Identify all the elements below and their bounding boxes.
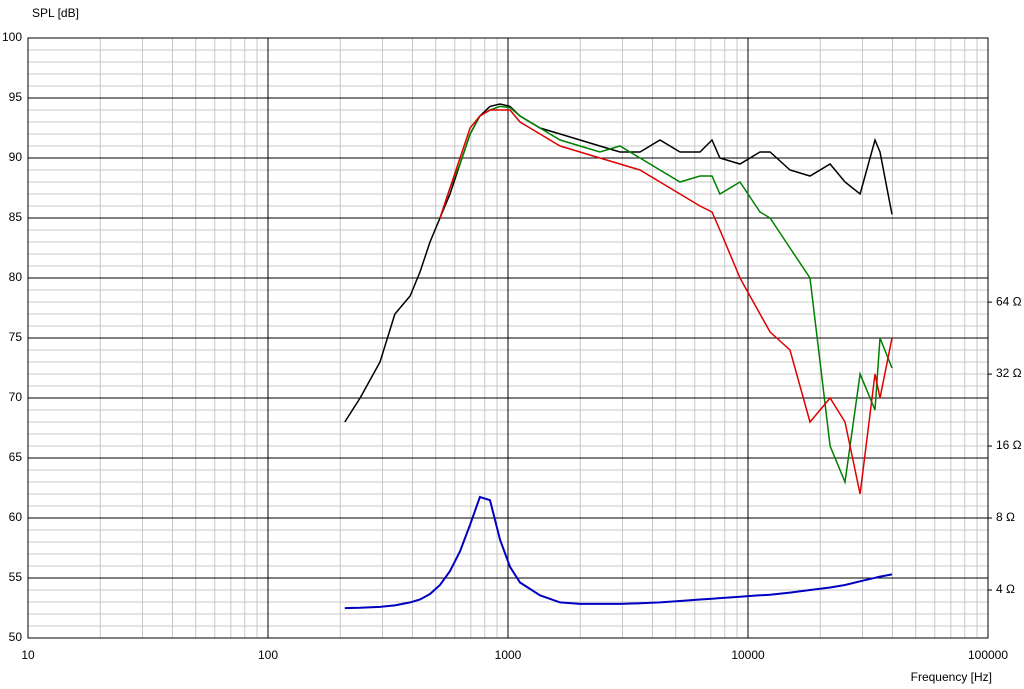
series-line xyxy=(344,103,893,423)
y2-tick-label: 16 Ω xyxy=(996,438,1022,452)
x-axis-label: Frequency [Hz] xyxy=(911,670,992,684)
y-tick-label: 75 xyxy=(9,330,23,344)
y2-tick-label: 32 Ω xyxy=(996,366,1022,380)
plot-frame xyxy=(27,37,989,639)
x-tick-label: 10 xyxy=(21,648,35,662)
x-tick-label: 1000 xyxy=(495,648,522,662)
y2-tick-label: 64 Ω xyxy=(996,294,1022,308)
y-tick-label: 80 xyxy=(9,270,23,284)
y-tick-label: 70 xyxy=(9,390,23,404)
x-tick-label: 100 xyxy=(258,648,278,662)
y2-tick-label: 8 Ω xyxy=(996,510,1015,524)
y-tick-label: 95 xyxy=(9,90,23,104)
x-tick-label: 10000 xyxy=(731,648,765,662)
y-axis-label: SPL [dB] xyxy=(32,6,79,20)
y-tick-label: 60 xyxy=(9,510,23,524)
series-line xyxy=(439,109,893,495)
x-tick-label: 100000 xyxy=(968,648,1008,662)
y2-tick-label: 4 Ω xyxy=(996,582,1015,596)
series-line xyxy=(344,495,893,610)
y-tick-label: 85 xyxy=(9,210,23,224)
y-tick-label: 100 xyxy=(2,30,22,44)
y-tick-label: 55 xyxy=(9,570,23,584)
y-tick-label: 90 xyxy=(9,150,23,164)
y-tick-label: 50 xyxy=(9,630,23,644)
y-tick-label: 65 xyxy=(9,450,23,464)
